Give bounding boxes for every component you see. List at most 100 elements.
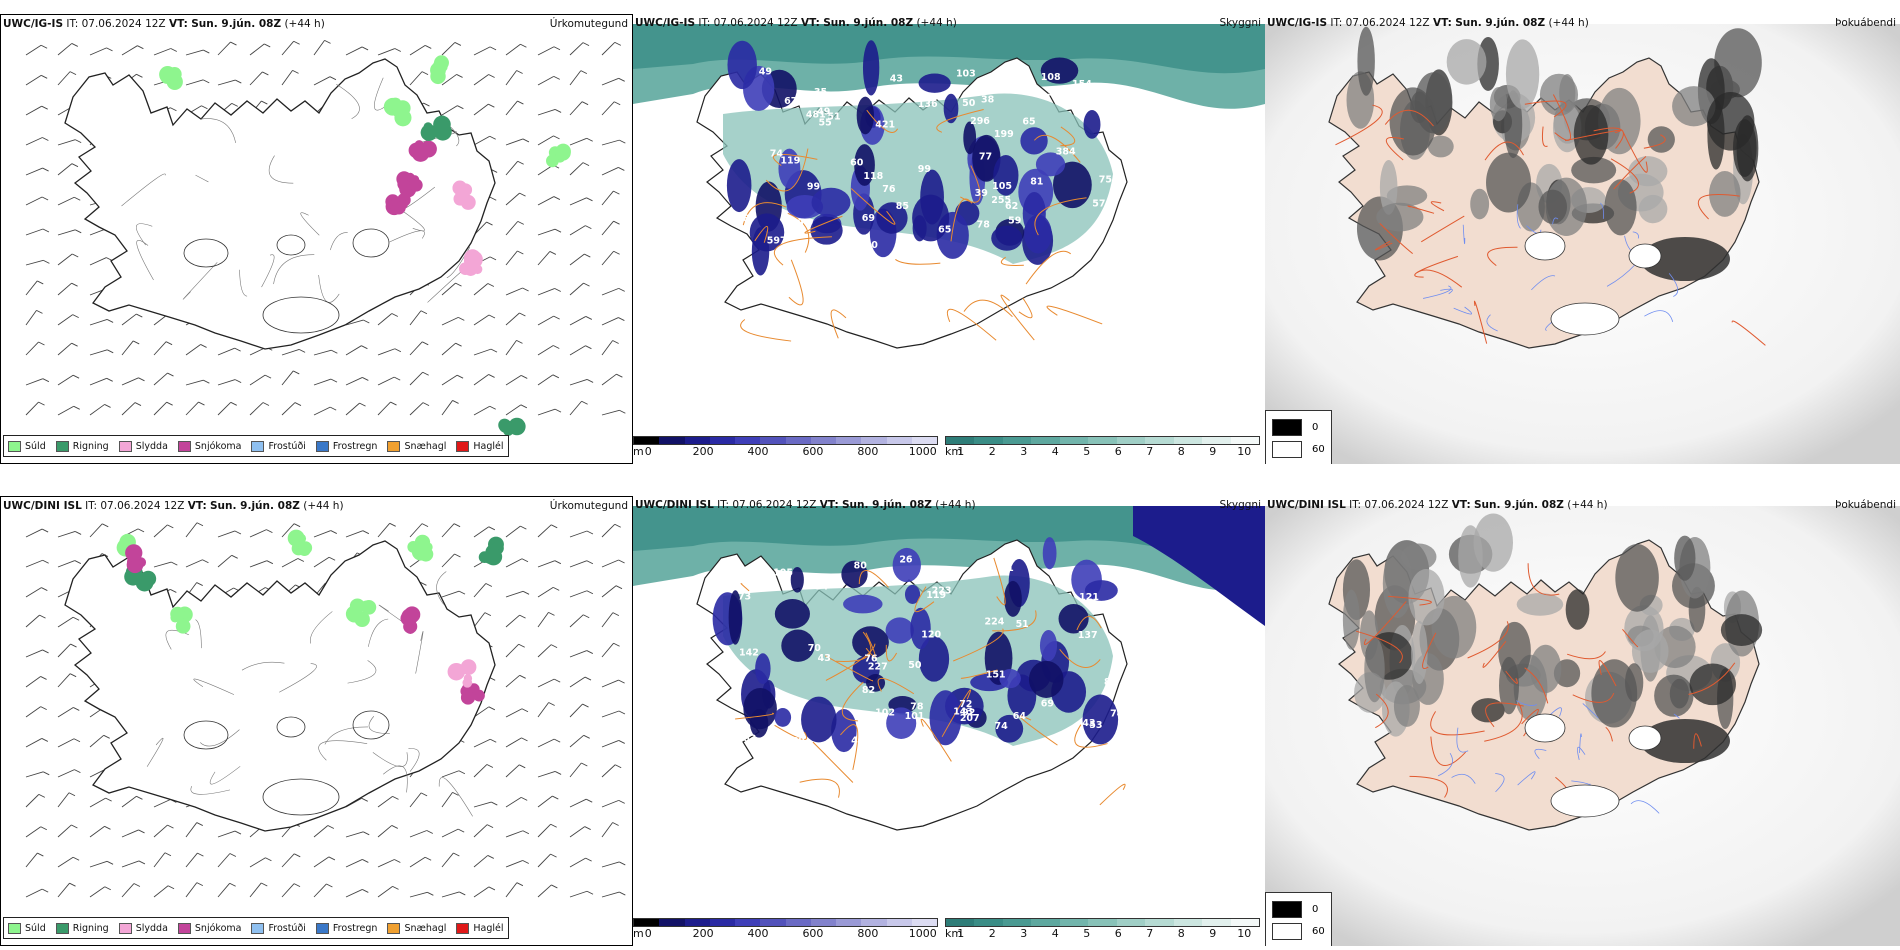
cloud-base-label: 51	[827, 112, 840, 123]
colorbar-strip	[633, 436, 938, 445]
precip-type-legend: Súld Rigning Slydda Snjókoma Frostúði Frostre…	[3, 917, 509, 939]
cloud-base-label: 224	[985, 617, 1005, 628]
legend-item-6: Snæhagl	[387, 922, 446, 934]
legend-label: Frostúði	[268, 922, 306, 934]
cloud-base-label: 57	[752, 563, 765, 574]
cloud-base-label: 43	[1082, 718, 1095, 729]
legend-swatch	[8, 922, 21, 934]
cloud-base-label: 77	[979, 151, 992, 162]
it-label: IT:	[698, 17, 711, 29]
fog-legend-row-1: 60	[1272, 438, 1325, 460]
precip-map	[25, 522, 626, 898]
legend-item-0: Súld	[8, 922, 46, 934]
cloud-base-label: 59	[1008, 216, 1021, 227]
colorbar-tick: 200	[692, 927, 714, 940]
cloud-base-label: 43	[890, 73, 903, 84]
colorbar-tick: 6	[1114, 927, 1122, 940]
precip-type-panel-row2: UWC/DINI ISL IT: 07.06.2024 12Z VT: Sun.…	[0, 496, 633, 946]
cloud-base-label: 35	[814, 87, 827, 98]
legend-swatch	[387, 922, 401, 934]
colorbar-tick: 600	[802, 445, 824, 458]
legend-swatch	[177, 440, 191, 452]
colorbar-tick: 8	[1177, 445, 1185, 458]
vt-label: VT:	[1432, 17, 1452, 29]
vt-value: Sun. 9.jún. 08Z	[823, 17, 914, 29]
cloud-base-label: 89	[1104, 677, 1117, 688]
legend-swatch	[118, 440, 132, 452]
legend-item-3: Snjókoma	[177, 440, 242, 452]
fog-index-panel-row2: UWC/DINI ISL IT: 07.06.2024 12Z VT: Sun.…	[1265, 496, 1900, 946]
it-label: IT:	[1349, 499, 1362, 511]
cloud-base-label: 60	[850, 158, 864, 169]
model-name: UWC/IG-IS	[3, 18, 64, 30]
it-label: IT:	[85, 500, 98, 512]
vt-label: VT:	[819, 499, 839, 511]
cloud-base-label: 119	[926, 590, 946, 601]
cloud-base-label: 67	[784, 96, 797, 107]
legend-swatch	[251, 440, 265, 452]
legend-label: Snjókoma	[194, 440, 242, 452]
cloud-base-label: 101	[905, 711, 925, 722]
cloud-base-label: 78	[910, 701, 924, 712]
legend-label: Rigning	[72, 440, 109, 452]
colorbar-tick: 2	[988, 445, 996, 458]
it-value: 07.06.2024 12Z	[713, 17, 798, 29]
cloud-base-label: 384	[1056, 147, 1076, 158]
cloud-base-label: 39	[975, 188, 988, 199]
cloud-base-label: 65	[938, 225, 951, 236]
colorbar-strip	[633, 918, 938, 927]
legend-label: Frostúði	[268, 440, 306, 452]
cloud-base-label: 51	[1016, 619, 1029, 630]
colorbar-strip	[945, 918, 1260, 927]
cloud-base-label: 143	[953, 706, 973, 717]
model-name: UWC/DINI ISL	[635, 499, 714, 511]
fog-legend-swatch	[1272, 440, 1302, 458]
vt-value: Sun. 9.jún. 08Z	[210, 500, 300, 512]
colorbar-tick: 4	[1051, 445, 1059, 458]
cloud-visibility-panel-row1: UWC/IG-IS IT: 07.06.2024 12Z VT: Sun. 9.…	[633, 14, 1265, 464]
cloud-base-label: 38	[981, 94, 995, 105]
colorbar-tick: 9	[1209, 445, 1217, 458]
fog-index-panel-row1: UWC/IG-IS IT: 07.06.2024 12Z VT: Sun. 9.…	[1265, 14, 1900, 464]
panel-name: Skyggni	[1219, 17, 1262, 29]
legend-item-0: Súld	[8, 440, 46, 452]
cloud-base-label: 80	[854, 561, 868, 572]
cloud-base-label: 69	[792, 736, 805, 747]
legend-label: Slydda	[135, 922, 168, 934]
fog-map	[1265, 506, 1900, 946]
cloud-base-label: 73	[738, 592, 751, 603]
panel-name: Úrkomutegund	[549, 500, 628, 512]
cloud-base-label: 71	[1000, 563, 1013, 574]
fog-legend-label: 60	[1312, 925, 1325, 937]
legend-item-7: Haglél	[456, 922, 504, 934]
legend-label: Súld	[25, 440, 46, 452]
legend-swatch	[315, 922, 329, 934]
cloud-base-label: 154	[1072, 79, 1092, 90]
legend-label: Frostregn	[332, 922, 378, 934]
fog-index-legend: 0 60	[1265, 892, 1332, 946]
cloud-base-label: 69	[1041, 699, 1054, 710]
colorbar-strip	[945, 436, 1260, 445]
vt-label: VT:	[1451, 499, 1471, 511]
colorbar-tick: 6	[1114, 445, 1122, 458]
cloud-base-label: 53	[1089, 720, 1102, 731]
cloud-base-label: 50	[908, 660, 922, 671]
colorbar-tick: 400	[747, 927, 769, 940]
fog-legend-swatch	[1272, 418, 1302, 436]
panel-name: Þokuábendi	[1835, 17, 1896, 29]
lead-time: (+44 h)	[916, 17, 957, 29]
fog-legend-row-0: 0	[1272, 898, 1325, 920]
cloud-base-label: 54	[815, 582, 829, 593]
legend-label: Snæhagl	[404, 440, 447, 452]
legend-swatch	[55, 440, 69, 452]
colorbar-tick: 1000	[908, 445, 937, 458]
cloud-base-label: 199	[994, 129, 1014, 140]
colorbar-tick: 4	[1051, 927, 1059, 940]
vt-label: VT:	[800, 17, 820, 29]
cloud-base-label: 26	[899, 555, 913, 566]
legend-item-1: Rigning	[55, 922, 109, 934]
fog-legend-label: 0	[1312, 421, 1319, 433]
cloud-base-label: 119	[780, 155, 800, 166]
cloud-base-label: 50	[962, 98, 976, 109]
vt-value: Sun. 9.jún. 08Z	[842, 499, 932, 511]
